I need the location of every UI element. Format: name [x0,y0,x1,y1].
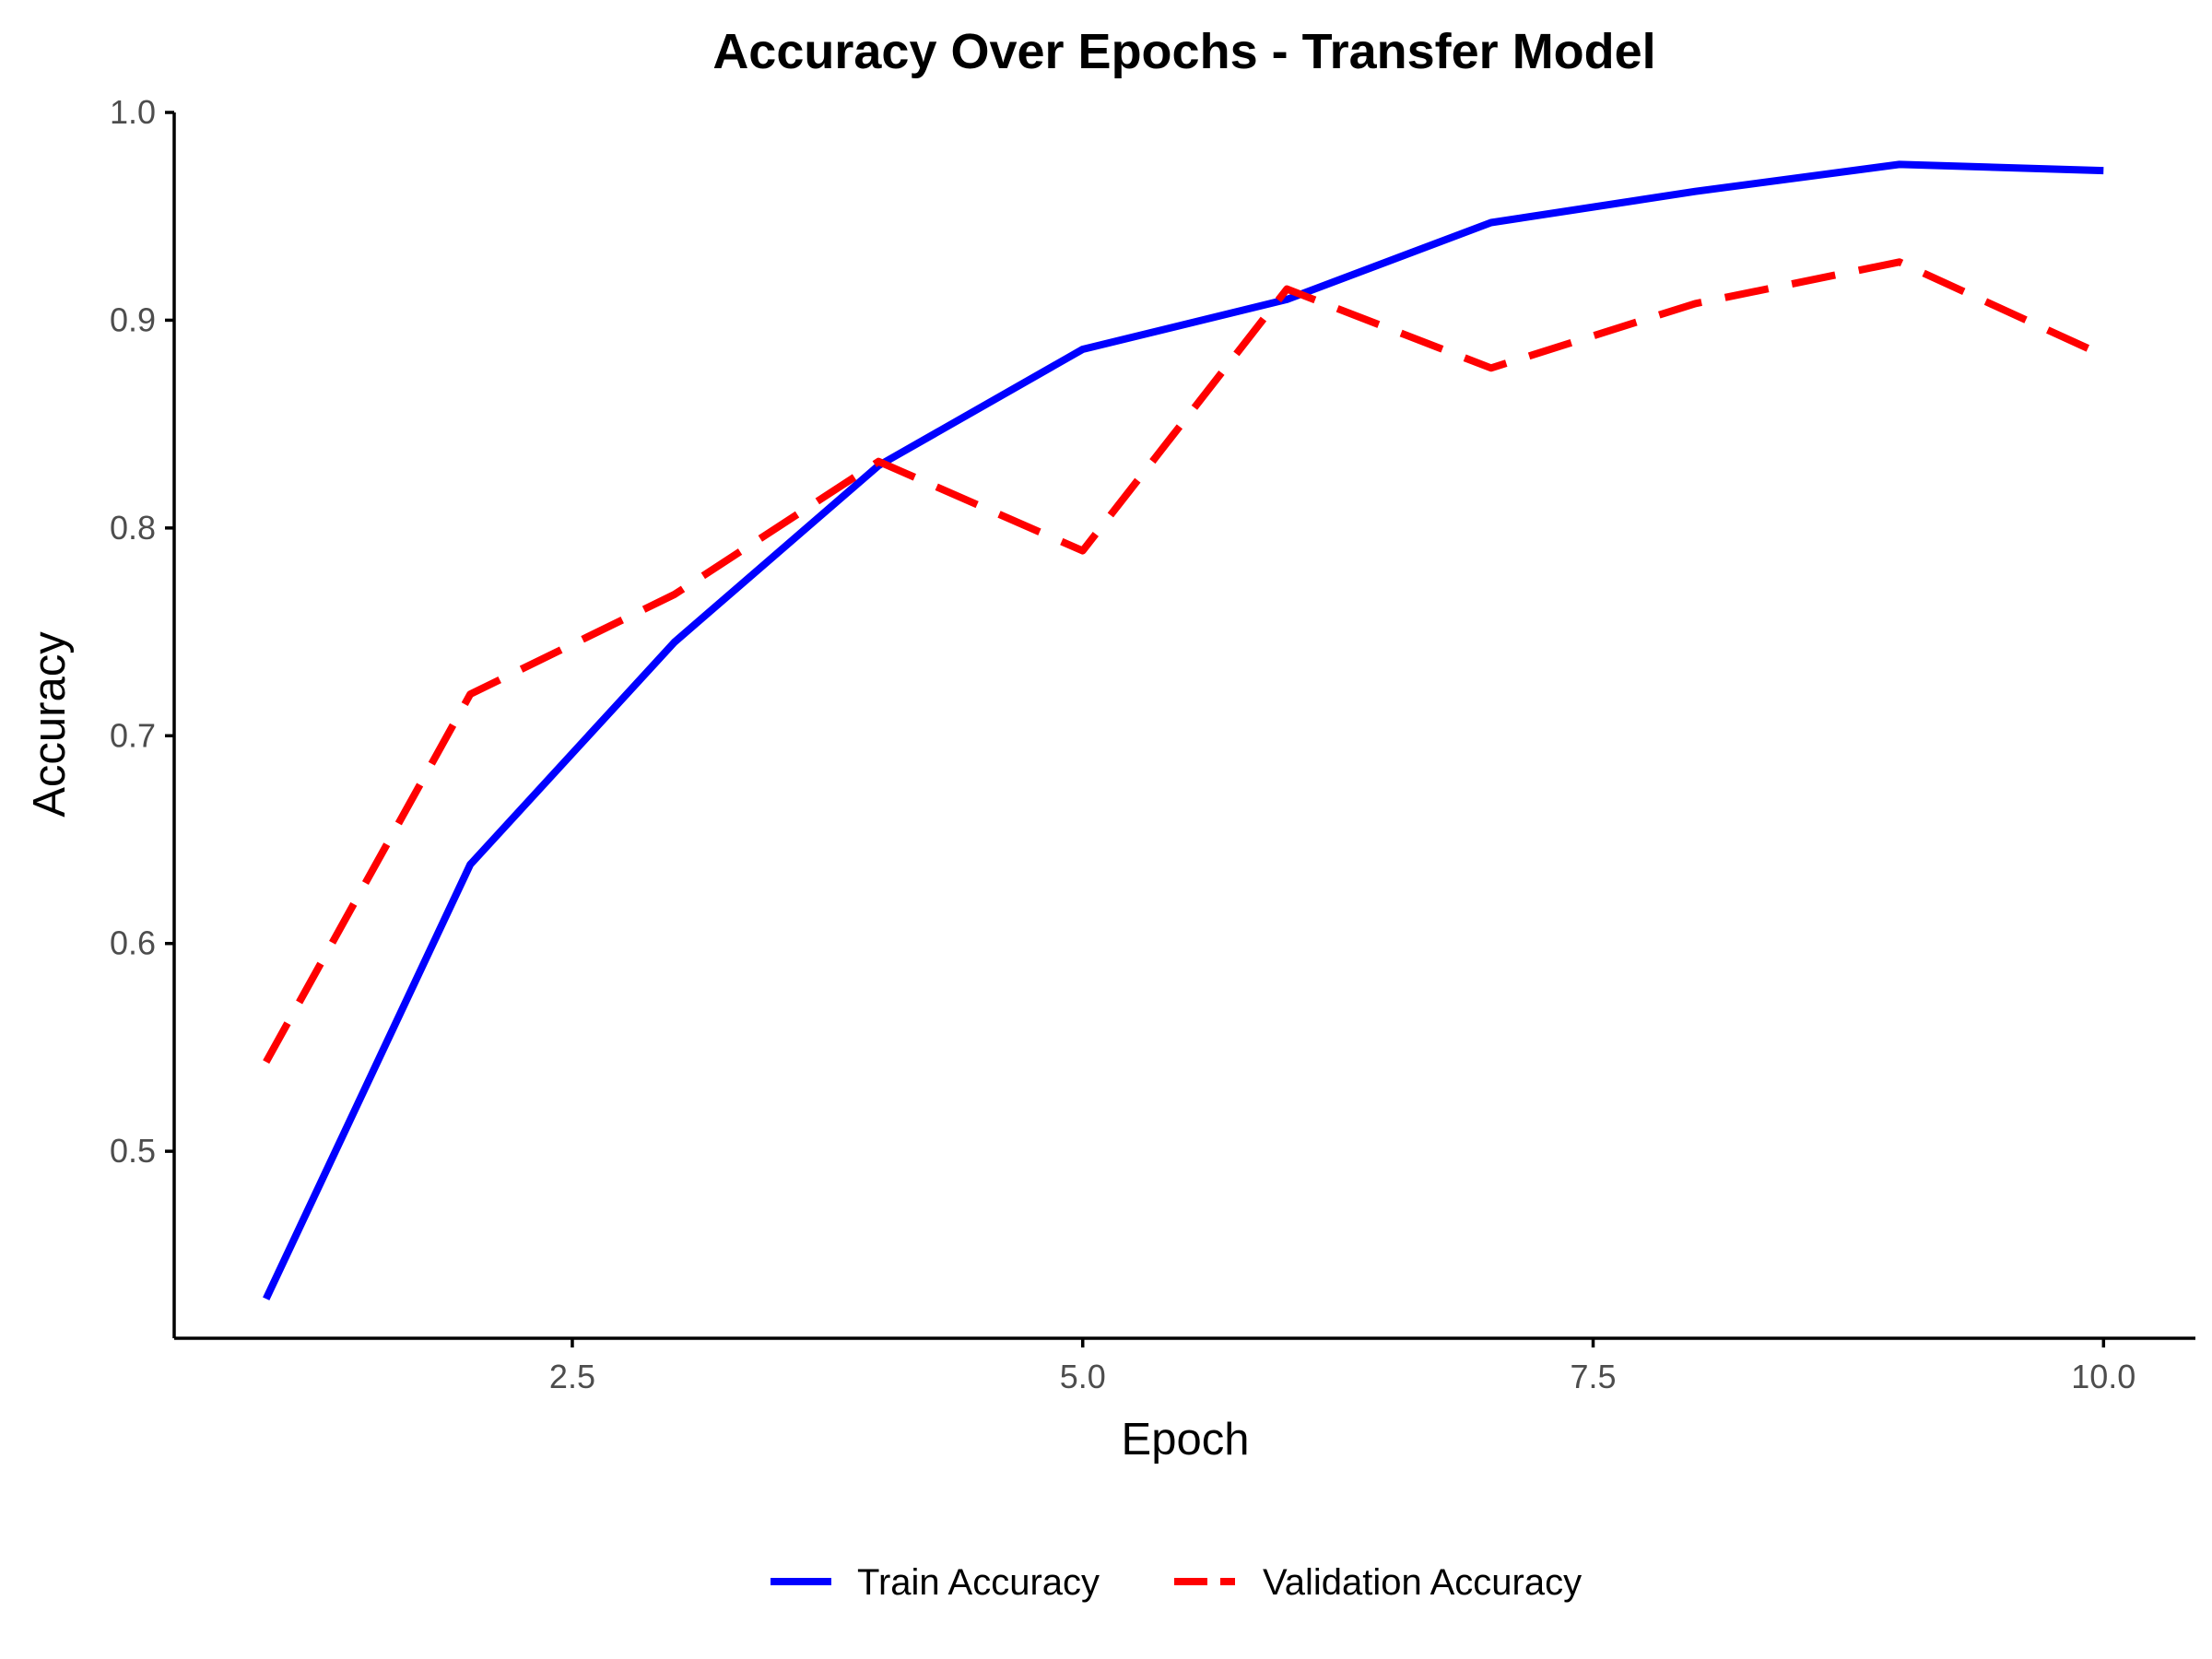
legend-label: Validation Accuracy [1263,1562,1582,1603]
legend: Train Accuracy Validation Accuracy [771,1562,1582,1603]
x-tick-label: 7.5 [1571,1358,1617,1395]
y-axis-label: Accuracy [25,631,75,818]
y-tick-label: 0.7 [110,716,156,754]
legend-label: Train Accuracy [857,1562,1100,1603]
x-ticks: 2.5 5.0 7.5 10.0 [549,1338,2136,1395]
y-tick-label: 0.6 [110,924,156,962]
y-tick-label: 1.0 [110,93,156,131]
y-tick-label: 0.9 [110,300,156,338]
x-tick-label: 10.0 [2071,1358,2136,1395]
y-ticks: 0.5 0.6 0.7 0.8 0.9 1.0 [110,93,174,1170]
chart-title: Accuracy Over Epochs - Transfer Model [712,24,1655,79]
x-tick-label: 2.5 [549,1358,595,1395]
series-line-validation-accuracy [263,258,2105,1065]
y-tick-label: 0.8 [110,509,156,547]
x-tick-label: 5.0 [1060,1358,1106,1395]
x-axis-label: Epoch [1122,1415,1250,1465]
y-tick-label: 0.5 [110,1132,156,1170]
series-line-train-accuracy [263,160,2104,1300]
plot-area [263,160,2105,1300]
